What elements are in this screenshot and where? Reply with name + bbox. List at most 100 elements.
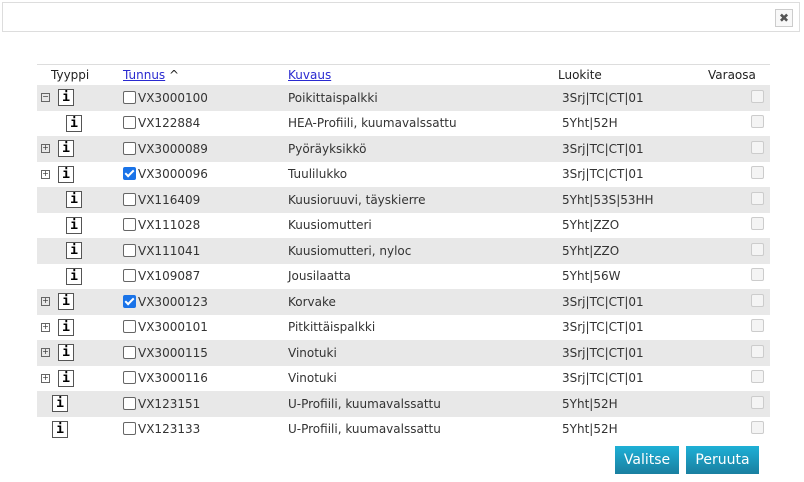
id-text: VX3000096: [138, 167, 208, 182]
info-icon[interactable]: i: [66, 267, 82, 285]
info-icon[interactable]: i: [52, 420, 68, 438]
info-icon[interactable]: i: [52, 395, 68, 413]
description-cell: Jousilaatta: [288, 269, 351, 284]
select-checkbox[interactable]: [123, 294, 136, 308]
type-cell: i: [37, 391, 123, 417]
type-cell: i: [37, 238, 123, 264]
id-cell: VX123151: [123, 391, 288, 417]
id-cell: VX3000100: [123, 85, 288, 111]
table-row[interactable]: i VX109087 Jousilaatta 5Yht|56W: [37, 264, 770, 290]
select-checkbox[interactable]: [123, 243, 136, 257]
id-text: VX123151: [138, 396, 201, 411]
select-checkbox[interactable]: [123, 320, 136, 334]
table-row[interactable]: i VX123151 U-Profiili, kuumavalssattu 5Y…: [37, 391, 770, 417]
select-checkbox[interactable]: [123, 116, 136, 130]
sort-description-link[interactable]: Kuvaus: [288, 68, 332, 82]
class-cell: 5Yht|ZZO: [562, 218, 620, 233]
select-checkbox[interactable]: [123, 167, 136, 181]
description-cell: Pyöräyksikkö: [288, 136, 558, 162]
class-cell: 5Yht|52H: [562, 116, 618, 131]
select-checkbox[interactable]: [123, 396, 136, 410]
spare-cell: [708, 340, 770, 366]
type-cell: + i: [37, 340, 123, 366]
description-cell: Korvake: [288, 289, 558, 315]
info-icon[interactable]: i: [58, 165, 74, 183]
spare-cell: [708, 111, 770, 137]
cancel-button[interactable]: Peruuta: [686, 446, 759, 474]
select-checkbox[interactable]: [123, 90, 136, 104]
table-row[interactable]: i VX111041 Kuusiomutteri, nyloc 5Yht|ZZO: [37, 238, 770, 264]
spare-checkbox: [751, 115, 764, 129]
spare-cell: [708, 85, 770, 111]
id-cell: VX116409: [123, 187, 288, 213]
type-cell: + i: [37, 315, 123, 341]
info-icon[interactable]: i: [58, 140, 74, 158]
info-icon[interactable]: i: [66, 216, 82, 234]
id-cell: VX3000115: [123, 340, 288, 366]
id-text: VX111041: [138, 243, 201, 258]
info-icon[interactable]: i: [66, 114, 82, 132]
description-cell: Kuusiomutteri, nyloc: [288, 238, 558, 264]
info-icon[interactable]: i: [58, 369, 74, 387]
close-button[interactable]: ✖: [775, 9, 793, 27]
class-cell: 3Srj|TC|CT|01: [558, 289, 708, 315]
info-icon[interactable]: i: [66, 242, 82, 260]
expand-icon[interactable]: +: [41, 168, 50, 179]
type-cell: i: [37, 417, 123, 443]
table-row[interactable]: + i VX3000115 Vinotuki 3Srj|TC|CT|01: [37, 340, 770, 366]
expand-icon[interactable]: +: [41, 296, 50, 307]
table-row[interactable]: + i VX3000116 Vinotuki 3Srj|TC|CT|01: [37, 366, 770, 392]
select-checkbox[interactable]: [123, 422, 136, 436]
class-cell: 5Yht|52H: [562, 422, 618, 437]
info-icon[interactable]: i: [58, 318, 74, 336]
class-cell: 3Srj|TC|CT|01: [558, 85, 708, 111]
expand-icon[interactable]: +: [41, 321, 50, 332]
select-checkbox[interactable]: [123, 269, 136, 283]
header-spare: Varaosa: [708, 64, 770, 85]
id-text: VX3000089: [138, 141, 208, 156]
header-id[interactable]: Tunnus ^: [123, 64, 288, 85]
select-button[interactable]: Valitse: [615, 446, 679, 474]
select-checkbox[interactable]: [123, 371, 136, 385]
id-text: VX109087: [138, 269, 201, 284]
table-row[interactable]: i VX111028 Kuusiomutteri 5Yht|ZZO: [37, 213, 770, 239]
id-cell: VX111041: [123, 238, 288, 264]
spare-checkbox: [751, 344, 764, 358]
header-description[interactable]: Kuvaus: [288, 64, 558, 85]
table-row[interactable]: + i VX3000101 Pitkittäispalkki 3Srj|TC|CT…: [37, 315, 770, 341]
id-cell: VX109087: [123, 264, 288, 290]
type-cell: i: [37, 213, 123, 239]
class-cell: 3Srj|TC|CT|01: [558, 136, 708, 162]
header-class: Luokite: [558, 64, 708, 85]
select-checkbox[interactable]: [123, 192, 136, 206]
type-cell: − i: [37, 85, 123, 111]
table-row[interactable]: i VX116409 Kuusioruuvi, täyskierre 5Yht|…: [37, 187, 770, 213]
description-cell: Tuulilukko: [288, 167, 348, 182]
description-cell: Vinotuki: [288, 340, 558, 366]
description-cell: Kuusiomutteri: [288, 218, 372, 233]
table-row[interactable]: i VX123133 U-Profiili, kuumavalssattu 5Y…: [37, 417, 770, 443]
table-row[interactable]: + i VX3000123 Korvake 3Srj|TC|CT|01: [37, 289, 770, 315]
table-row[interactable]: i VX122884 HEA-Profiili, kuumavalssattu …: [37, 111, 770, 137]
expand-icon[interactable]: +: [41, 143, 50, 154]
info-icon[interactable]: i: [58, 89, 74, 107]
select-checkbox[interactable]: [123, 141, 136, 155]
sort-id-link[interactable]: Tunnus: [123, 68, 166, 82]
select-checkbox[interactable]: [123, 345, 136, 359]
info-icon[interactable]: i: [58, 344, 74, 362]
info-icon[interactable]: i: [58, 293, 74, 311]
id-text: VX116409: [138, 192, 201, 207]
type-cell: + i: [37, 136, 123, 162]
table-row[interactable]: + i VX3000096 Tuulilukko 3Srj|TC|CT|01: [37, 162, 770, 188]
spare-cell: [708, 289, 770, 315]
select-checkbox[interactable]: [123, 218, 136, 232]
table-row[interactable]: + i VX3000089 Pyöräyksikkö 3Srj|TC|CT|01: [37, 136, 770, 162]
expand-icon[interactable]: +: [41, 372, 50, 383]
table-row[interactable]: − i VX3000100 Poikittaispalkki 3Srj|TC|CT…: [37, 85, 770, 111]
id-cell: VX3000096: [123, 162, 288, 188]
id-text: VX3000101: [138, 320, 208, 335]
expand-icon[interactable]: +: [41, 347, 50, 358]
collapse-icon[interactable]: −: [41, 92, 50, 103]
info-icon[interactable]: i: [66, 191, 82, 209]
type-cell: i: [37, 111, 123, 137]
